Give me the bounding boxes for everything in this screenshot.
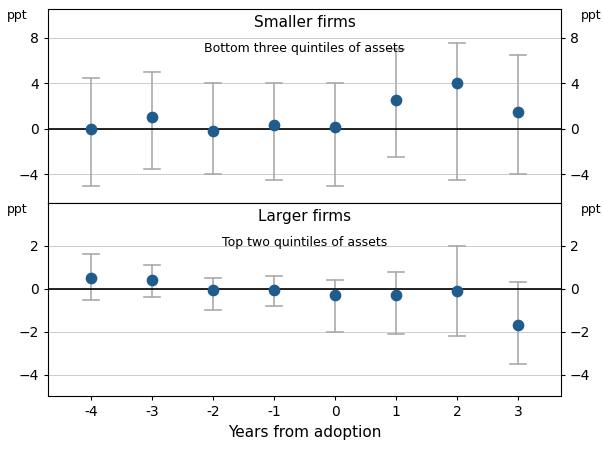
Point	[269, 286, 279, 294]
Point	[86, 125, 96, 132]
Text: Bottom three quintiles of assets: Bottom three quintiles of assets	[204, 42, 405, 55]
Point	[330, 123, 340, 130]
Point	[452, 287, 462, 295]
Point	[147, 114, 157, 121]
X-axis label: Years from adoption: Years from adoption	[228, 425, 381, 440]
Point	[513, 108, 523, 115]
Point	[330, 292, 340, 299]
Point	[513, 322, 523, 329]
Text: ppt: ppt	[581, 203, 602, 216]
Text: Top two quintiles of assets: Top two quintiles of assets	[222, 236, 387, 249]
Point	[269, 122, 279, 129]
Point	[147, 277, 157, 284]
Point	[208, 286, 218, 294]
Text: ppt: ppt	[581, 9, 602, 22]
Point	[452, 80, 462, 87]
Text: Smaller firms: Smaller firms	[254, 15, 355, 30]
Point	[86, 274, 96, 282]
Point	[391, 292, 401, 299]
Point	[208, 127, 218, 135]
Text: ppt: ppt	[7, 203, 28, 216]
Text: Larger firms: Larger firms	[258, 209, 351, 224]
Text: ppt: ppt	[7, 9, 28, 22]
Point	[391, 97, 401, 104]
